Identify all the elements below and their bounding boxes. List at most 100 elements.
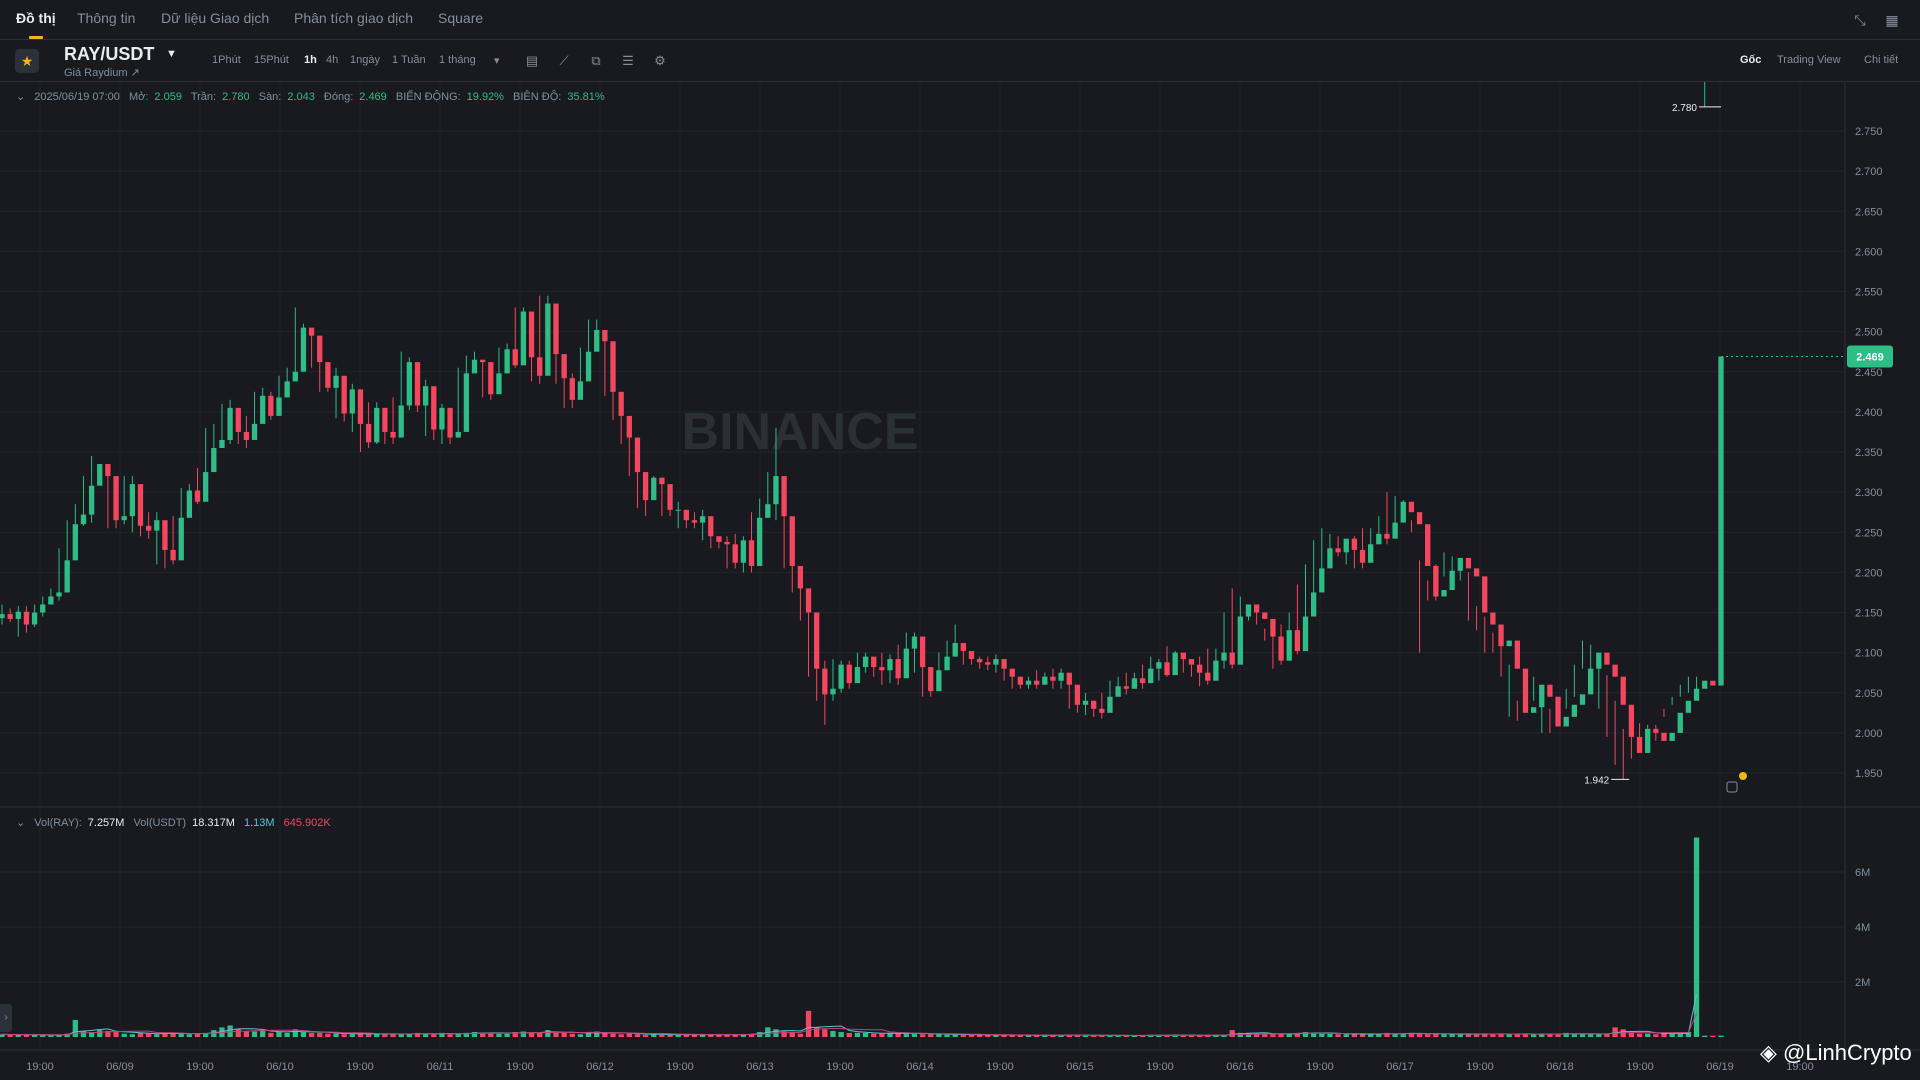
tab-square[interactable]: Square [438, 10, 484, 26]
candle-body [129, 484, 135, 517]
volume-bar [1262, 1034, 1268, 1037]
volume-bar [178, 1032, 184, 1037]
candle-body [952, 642, 958, 657]
indicator-icon[interactable]: ⟋ [559, 53, 569, 68]
pair-name[interactable]: RAY/USDT [64, 44, 155, 64]
volume-bar [699, 1034, 706, 1037]
tab-trading-data[interactable]: Dữ liệu Giao dịch [161, 10, 270, 26]
star-icon[interactable]: ★ [15, 49, 39, 73]
candle-body [740, 540, 747, 563]
volume-bar [1596, 1034, 1602, 1037]
candle-body [0, 614, 5, 619]
high-value: 2.780 [222, 91, 250, 103]
pair-subtitle[interactable]: Giá Raydium ↗ [64, 67, 140, 79]
candle-body [716, 536, 722, 542]
volume-bar [911, 1033, 918, 1037]
candle-body [333, 375, 339, 388]
candle-body [105, 464, 111, 477]
price-chart[interactable]: BINANCE 1.9502.0002.0502.1002.1502.2002.… [0, 82, 1920, 1080]
candle-body [113, 476, 119, 521]
candle-body [406, 362, 412, 406]
interval-1d[interactable]: 1ngày [350, 54, 380, 66]
candle-body [1539, 684, 1545, 708]
side-panel-toggle[interactable]: › [0, 1004, 12, 1032]
interval-more-icon[interactable]: ▾ [494, 55, 500, 67]
view-tradingview[interactable]: Trading View [1777, 54, 1841, 66]
volume-bar [716, 1034, 722, 1037]
candle-body [1636, 736, 1643, 753]
candle-body [48, 596, 54, 605]
volume-bar [1653, 1034, 1659, 1037]
interval-15m[interactable]: 15Phút [254, 54, 289, 66]
volume-bar [1245, 1032, 1252, 1037]
volume-bar [31, 1034, 38, 1037]
interval-1h[interactable]: 1h [304, 54, 317, 66]
volume-bar [325, 1033, 331, 1037]
candle-body [1270, 618, 1276, 637]
grid-icon[interactable]: ▦ [1885, 12, 1899, 28]
layout-icon[interactable]: ☰ [622, 53, 634, 68]
volume-bar [814, 1027, 820, 1037]
tab-chart[interactable]: Đồ thị [16, 10, 56, 26]
close-value: 2.469 [359, 91, 387, 103]
tab-info[interactable]: Thông tin [77, 10, 136, 26]
volume-bar [642, 1034, 649, 1037]
volume-bar [805, 1010, 812, 1037]
volume-bar [822, 1029, 828, 1037]
candle-body [1677, 712, 1683, 733]
time-tick-label: 06/11 [427, 1061, 454, 1073]
volume-bar [341, 1034, 347, 1037]
volume-bar [919, 1034, 926, 1037]
volume-bar [1009, 1035, 1015, 1037]
volume-bar [463, 1032, 470, 1037]
view-original[interactable]: Gốc [1740, 54, 1762, 66]
volume-bar [186, 1034, 193, 1037]
time-tick-label: 19:00 [1466, 1061, 1494, 1073]
collapse-icon[interactable]: ⤡ [1854, 12, 1866, 28]
open-value: 2.059 [154, 91, 182, 103]
candle-type-icon[interactable]: ⧉ [591, 53, 601, 68]
time-tick-label: 19:00 [986, 1061, 1014, 1073]
volume-bar [708, 1034, 714, 1037]
candle-body [23, 611, 30, 625]
interval-1w[interactable]: 1 Tuần [392, 54, 426, 66]
volume-bar [1473, 1034, 1480, 1037]
settings-icon[interactable]: ⚙ [654, 53, 666, 68]
candle-body [341, 375, 347, 414]
volume-bar [398, 1033, 404, 1037]
volume-bar [406, 1034, 412, 1037]
candle-body [765, 504, 771, 518]
tab-trading-analysis[interactable]: Phân tích giao dịch [294, 10, 414, 26]
candle-body [1400, 501, 1406, 523]
volume-collapse-icon[interactable]: ⌄ [16, 817, 26, 829]
volume-bar [1368, 1034, 1374, 1037]
interval-1m[interactable]: 1Phút [212, 54, 241, 66]
candle-body [1359, 549, 1366, 563]
time-tick-label: 19:00 [826, 1061, 854, 1073]
interval-4h[interactable]: 4h [326, 54, 339, 66]
caret-down-icon[interactable]: ▼ [166, 48, 177, 60]
time-tick-label: 19:00 [506, 1061, 534, 1073]
time-tick-label: 06/16 [1226, 1061, 1254, 1073]
volume-bar [936, 1034, 942, 1037]
volume-bar [577, 1034, 584, 1037]
volume-bar [561, 1032, 567, 1037]
volume-bar [170, 1033, 176, 1037]
interval-1mo[interactable]: 1 tháng [439, 54, 476, 66]
price-tick-label: 2.750 [1855, 126, 1883, 138]
calendar-icon[interactable]: ▤ [525, 53, 539, 68]
volume-bar [545, 1030, 551, 1037]
view-detail[interactable]: Chi tiết [1864, 54, 1899, 66]
price-tick-label: 2.450 [1855, 367, 1883, 379]
candle-body [1091, 700, 1097, 709]
candle-body [390, 431, 396, 438]
candle-body [1351, 538, 1358, 550]
volume-bar [390, 1034, 396, 1037]
candle-body [1669, 732, 1675, 741]
candle-body [80, 514, 87, 525]
legend-collapse-icon[interactable]: ⌄ [16, 91, 26, 103]
volume-bar [15, 1034, 21, 1037]
vol-ma2-value: 645.902K [283, 817, 331, 829]
candle-body [1066, 672, 1072, 685]
price-tick-label: 2.600 [1855, 246, 1883, 258]
